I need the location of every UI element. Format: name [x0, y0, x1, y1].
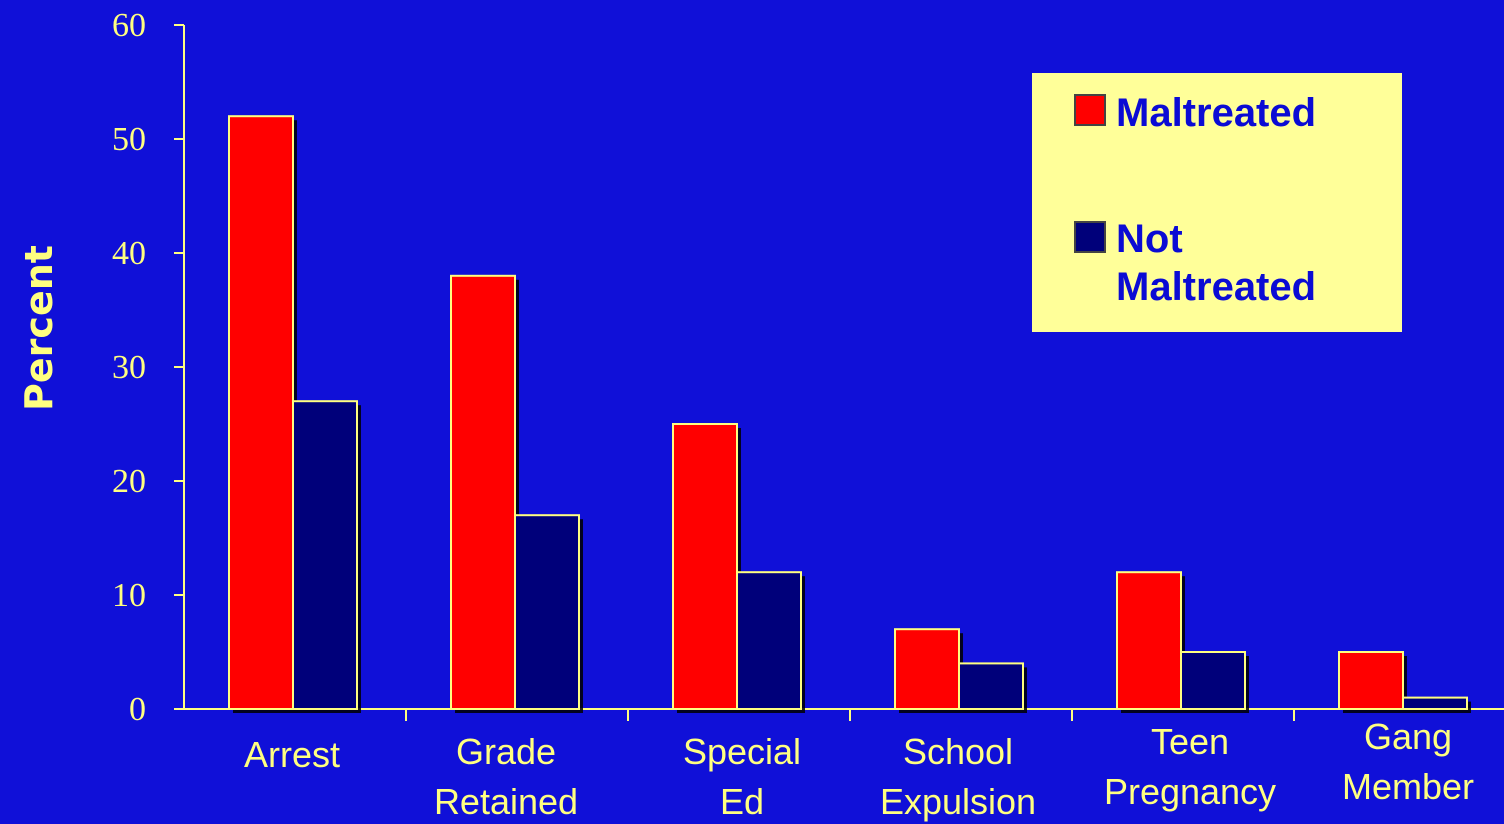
bar-maltreated: [1116, 571, 1182, 711]
y-tick-label: 30: [112, 349, 146, 386]
category-label: Expulsion: [880, 781, 1036, 822]
bar-maltreated: [450, 274, 516, 710]
y-tick-label: 60: [112, 7, 146, 44]
category-label: School: [903, 731, 1013, 772]
category-label: Teen: [1151, 721, 1229, 762]
bar-maltreated: [894, 628, 960, 711]
bar-not-maltreated: [1402, 696, 1468, 710]
y-tick-labels: 0 10 20 30 40 50 60: [112, 7, 146, 728]
bar-not-maltreated: [736, 571, 802, 711]
category-label: Gang: [1364, 716, 1452, 757]
bars: [228, 115, 1471, 713]
legend-label: Not: [1116, 217, 1183, 261]
y-tick-label: 20: [112, 463, 146, 500]
bar-not-maltreated: [958, 662, 1024, 711]
category-label: Special: [683, 731, 801, 772]
axes: [174, 24, 1504, 721]
y-tick-label: 40: [112, 235, 146, 272]
category-label: Ed: [720, 781, 764, 822]
category-label: Member: [1342, 766, 1474, 807]
legend-swatch-maltreated: [1074, 94, 1106, 126]
y-tick-label: 10: [112, 577, 146, 614]
legend-label: Maltreated: [1116, 265, 1316, 309]
bar-not-maltreated: [292, 400, 358, 710]
x-tick-labels: Arrest Grade Retained Special Ed School Expuls…: [244, 716, 1474, 822]
y-tick-label: 50: [112, 121, 146, 158]
bar-not-maltreated: [1180, 651, 1246, 710]
category-label: Grade: [456, 731, 556, 772]
category-label: Retained: [434, 781, 578, 822]
legend-swatch-not-maltreated: [1074, 221, 1106, 253]
y-axis-label: Percent: [17, 245, 61, 411]
bar-maltreated: [672, 423, 738, 710]
category-label: Arrest: [244, 734, 340, 775]
bar-maltreated: [228, 115, 294, 710]
y-tick-label: 0: [129, 691, 146, 728]
bar-not-maltreated: [514, 514, 580, 711]
category-label: Pregnancy: [1104, 771, 1276, 812]
legend-label: Maltreated: [1116, 91, 1316, 135]
bar-maltreated: [1338, 651, 1404, 710]
